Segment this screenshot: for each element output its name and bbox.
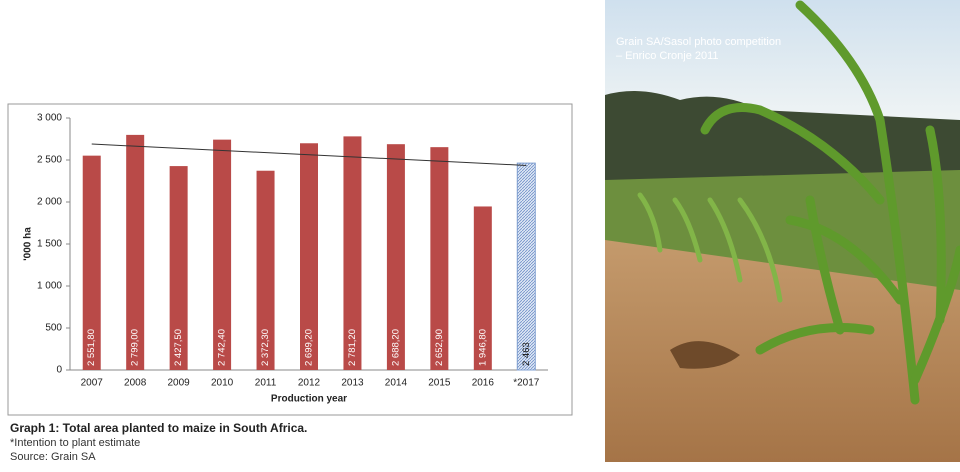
value-label: 2 652,90	[434, 329, 445, 366]
value-label: 2 427,50	[173, 329, 184, 366]
x-tick-label: 2013	[341, 378, 364, 389]
bar	[473, 206, 492, 370]
bar	[169, 166, 188, 370]
y-tick-label: 0	[56, 365, 62, 376]
y-axis-label: '000 ha	[23, 227, 34, 261]
bar	[430, 147, 449, 370]
x-tick-label: 2012	[298, 378, 321, 389]
value-label: 2 781,20	[347, 329, 358, 366]
value-label: 2 463	[521, 342, 532, 366]
y-tick-label: 2 500	[37, 155, 62, 166]
y-tick-label: 1 000	[37, 281, 62, 292]
value-label: 2 699,20	[304, 329, 315, 366]
x-tick-label: 2007	[81, 378, 104, 389]
y-tick-label: 3 000	[37, 113, 62, 124]
y-tick-label: 500	[45, 323, 62, 334]
value-label: 1 946,80	[477, 329, 488, 366]
bar	[343, 136, 362, 370]
caption-note: *Intention to plant estimate	[10, 437, 140, 449]
x-tick-label: 2009	[168, 378, 191, 389]
caption-source: Source: Grain SA	[10, 451, 96, 463]
x-tick-label: 2014	[385, 378, 408, 389]
x-tick-label: 2008	[124, 378, 147, 389]
x-tick-label: 2011	[255, 378, 277, 389]
y-tick-label: 1 500	[37, 239, 62, 250]
photo-credit: – Enrico Cronje 2011	[616, 50, 719, 62]
bar	[256, 170, 275, 370]
caption-title: Graph 1: Total area planted to maize in …	[10, 421, 307, 435]
bar	[126, 134, 145, 370]
bar	[386, 144, 405, 370]
x-axis-label: Production year	[271, 394, 347, 405]
value-label: 2 551,80	[86, 329, 97, 366]
bar	[213, 139, 232, 370]
bar	[300, 143, 318, 370]
x-tick-label: 2010	[211, 378, 234, 389]
x-tick-label: *2017	[513, 378, 540, 389]
trend-line	[91, 143, 527, 166]
value-label: 2 742,40	[217, 329, 228, 366]
x-tick-label: 2016	[472, 378, 495, 389]
value-label: 2 372,30	[260, 329, 271, 366]
x-tick-label: 2015	[428, 378, 451, 389]
photo-credit: Grain SA/Sasol photo competition	[616, 36, 781, 48]
bar	[516, 162, 536, 371]
photo: Grain SA/Sasol photo competition – Enric…	[605, 0, 960, 462]
y-tick-label: 2 000	[37, 197, 62, 208]
bar	[82, 155, 101, 370]
value-label: 2 799,00	[130, 329, 141, 366]
value-label: 2 688,20	[390, 329, 401, 366]
